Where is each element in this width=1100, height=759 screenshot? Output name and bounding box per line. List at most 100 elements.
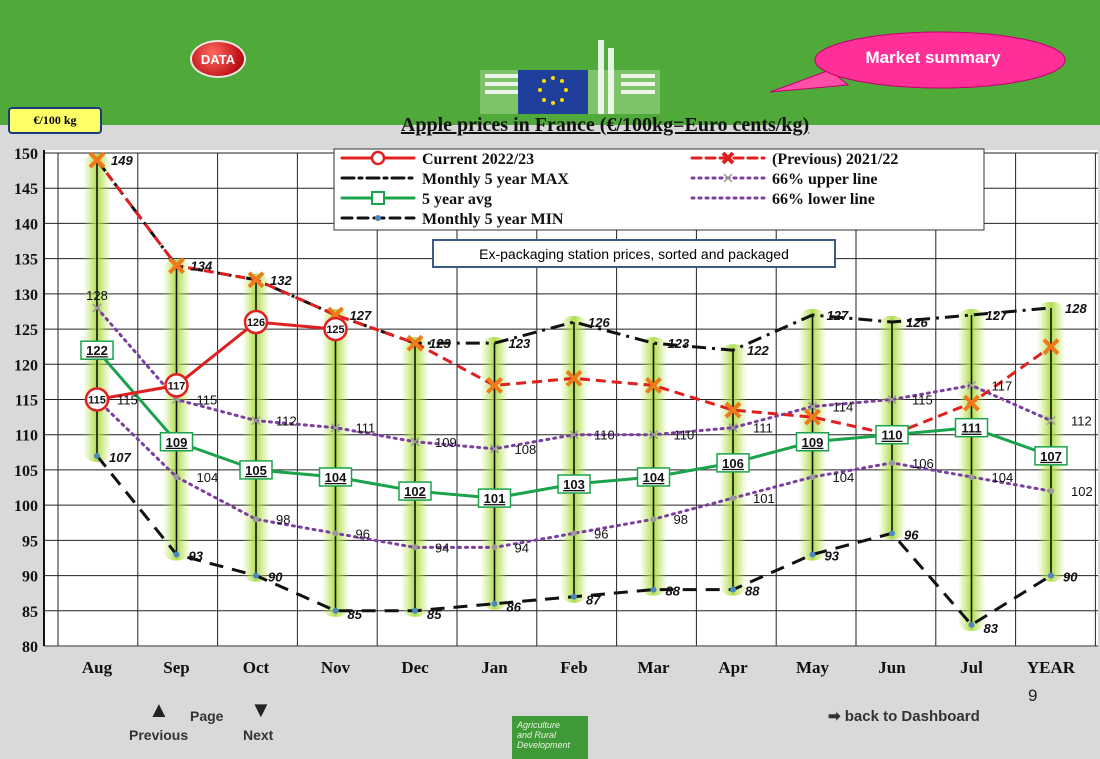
previous-page-button[interactable]: Previous xyxy=(129,727,189,743)
lower-label: 94 xyxy=(515,540,529,555)
lower-label: 104 xyxy=(197,470,219,485)
lower-marker xyxy=(571,530,577,537)
avg-label: 105 xyxy=(245,463,267,478)
current-label: 126 xyxy=(247,317,265,329)
avg-label: 109 xyxy=(802,435,824,450)
lower-label: 94 xyxy=(435,540,449,555)
lower-label: 101 xyxy=(753,491,775,506)
legend: Current 2022/23 (Previous) 2021/22 Monthly… xyxy=(333,148,985,231)
x-tick-label: Feb xyxy=(560,658,587,677)
y-tick-label: 110 xyxy=(15,428,38,445)
agri-logo: Agriculture and Rural Development xyxy=(512,716,588,759)
avg-label-box xyxy=(1034,446,1068,466)
min-label: 90 xyxy=(1063,570,1078,585)
x-tick-label: May xyxy=(796,658,830,677)
max-label: 122 xyxy=(747,343,769,358)
y-tick-label: 85 xyxy=(22,604,38,621)
axes: 80 85 90 95 100 105 110 115 120 125 130 135 140 145 15… xyxy=(14,146,1076,677)
max-label: 126 xyxy=(588,315,610,330)
avg-label-box xyxy=(875,424,909,445)
legend-entry: 66% lower line xyxy=(690,191,875,208)
min-marker xyxy=(173,551,180,558)
lower-marker xyxy=(650,516,657,523)
lower-label: 104 xyxy=(833,470,855,485)
lower-label: 102 xyxy=(1071,484,1093,499)
legend-entry: Monthly 5 year MAX xyxy=(340,171,569,188)
min-label: 90 xyxy=(268,570,283,585)
upper-label: 109 xyxy=(435,435,457,450)
upper-label: 115 xyxy=(912,393,933,408)
avg-label: 111 xyxy=(961,421,981,436)
legend-entry: Current 2022/23 xyxy=(340,150,534,168)
max-label: 127 xyxy=(827,308,849,323)
y-tick-label: 140 xyxy=(14,216,38,233)
current-marker xyxy=(84,387,110,412)
current-label: 115 xyxy=(88,395,106,407)
eu-stars-icon xyxy=(538,76,568,105)
upper-label: 112 xyxy=(276,414,297,429)
previous-label: 132 xyxy=(270,273,292,288)
back-to-dashboard-link[interactable]: ➡ back to Dashboard xyxy=(828,708,980,725)
min-label: 96 xyxy=(904,527,919,542)
x-tick-label: Nov xyxy=(321,658,351,677)
lower-marker xyxy=(253,516,259,523)
legend-label: Monthly 5 year MIN xyxy=(422,211,564,228)
upper-marker xyxy=(92,303,102,313)
y-tick-label: 125 xyxy=(14,322,38,339)
min-marker xyxy=(968,621,975,628)
market-summary-label[interactable]: Market summary xyxy=(865,48,1001,67)
legend-marker xyxy=(723,173,733,183)
min-label: 85 xyxy=(427,607,442,622)
x-tick-label: YEAR xyxy=(1027,658,1076,677)
upper-marker xyxy=(887,394,897,405)
current-marker xyxy=(164,373,189,398)
previous-marker xyxy=(88,151,106,169)
upper-label: 111 xyxy=(356,421,376,436)
upper-marker xyxy=(410,437,420,447)
next-page-button[interactable]: Next xyxy=(243,727,274,743)
upper-marker xyxy=(489,444,500,454)
lower-marker xyxy=(730,495,736,502)
up-arrow-icon[interactable]: ▲ xyxy=(148,697,170,722)
upper-marker xyxy=(807,402,818,412)
lower-label: 104 xyxy=(992,470,1014,485)
market-summary-callout[interactable] xyxy=(770,30,1070,100)
lower-marker xyxy=(412,544,418,551)
lower-marker xyxy=(968,473,975,480)
lower-label: 106 xyxy=(912,456,934,471)
current-marker xyxy=(243,309,269,335)
x-tick-label: Dec xyxy=(401,658,429,677)
previous-label: 127 xyxy=(350,308,372,323)
legend-marker xyxy=(370,150,386,166)
avg-label: 104 xyxy=(325,470,347,485)
y-tick-label: 100 xyxy=(14,498,38,515)
avg-label: 110 xyxy=(882,428,903,443)
y-tick-label: 95 xyxy=(22,533,38,550)
previous-marker xyxy=(406,334,424,352)
upper-label: 112 xyxy=(1071,414,1092,429)
series-markers xyxy=(84,151,1060,628)
data-button[interactable]: DATA xyxy=(190,40,246,78)
avg-label: 104 xyxy=(643,470,665,485)
max-label: 128 xyxy=(1065,301,1087,316)
min-marker xyxy=(491,600,498,607)
lower-marker xyxy=(889,459,895,466)
upper-marker xyxy=(251,416,261,426)
x-tick-label: Sep xyxy=(163,658,189,677)
y-tick-label: 150 xyxy=(14,146,38,163)
down-arrow-icon[interactable]: ▼ xyxy=(250,697,272,722)
legend-entry: (Previous) 2021/22 xyxy=(690,151,898,168)
min-label: 87 xyxy=(586,593,601,608)
previous-marker xyxy=(645,376,662,394)
right-arrow-icon: ➡ xyxy=(828,708,841,725)
lower-marker xyxy=(173,473,180,480)
min-marker xyxy=(94,452,100,459)
upper-label: 128 xyxy=(86,288,108,303)
previous-marker xyxy=(724,401,742,419)
x-tick-label: Mar xyxy=(637,658,670,677)
max-label: 123 xyxy=(509,336,531,351)
x-tick-label: Aug xyxy=(82,658,113,677)
upper-label: 111 xyxy=(753,421,773,436)
previous-marker xyxy=(565,369,583,387)
legend-label: 5 year avg xyxy=(422,191,492,208)
